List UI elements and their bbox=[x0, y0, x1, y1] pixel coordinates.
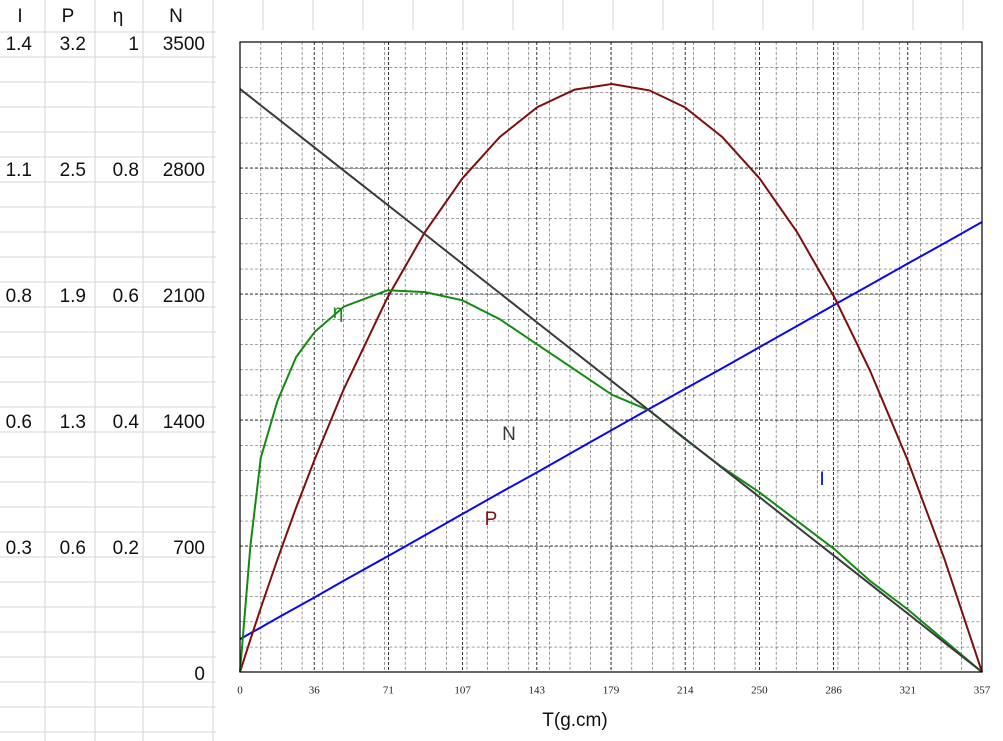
axis-header: η bbox=[113, 6, 124, 27]
x-tick-label: 357 bbox=[974, 685, 991, 697]
y-tick-label: 1 bbox=[128, 34, 139, 55]
x-tick-label: 143 bbox=[529, 685, 546, 697]
y-tick-label: 1.3 bbox=[60, 412, 86, 433]
y-tick-label: 0.6 bbox=[113, 286, 139, 307]
axis-header: I bbox=[17, 6, 22, 27]
y-tick-label: 2100 bbox=[163, 286, 205, 307]
x-tick-label: 36 bbox=[309, 685, 321, 697]
x-axis-title: T(g.cm) bbox=[542, 710, 607, 731]
y-tick-label: 700 bbox=[173, 538, 205, 559]
y-tick-label: 1.9 bbox=[60, 286, 86, 307]
y-tick-label: 0.2 bbox=[113, 538, 139, 559]
curve-label: P bbox=[485, 509, 498, 530]
x-tick-label: 286 bbox=[825, 685, 842, 697]
curve-label: η bbox=[333, 302, 344, 323]
x-tick-label: 321 bbox=[900, 685, 917, 697]
plot-frame bbox=[239, 41, 983, 673]
curve bbox=[239, 221, 983, 641]
y-tick-label: 0 bbox=[194, 664, 205, 685]
y-tick-label: 0.8 bbox=[6, 286, 32, 307]
y-tick-label: 0.6 bbox=[60, 538, 86, 559]
x-tick-label: 71 bbox=[383, 685, 394, 697]
y-tick-label: 3500 bbox=[163, 34, 205, 55]
curve bbox=[239, 88, 983, 673]
curve-label: I bbox=[819, 469, 824, 490]
y-tick-label: 2.5 bbox=[60, 160, 86, 181]
curve-label: N bbox=[502, 424, 516, 445]
x-tick-label: 0 bbox=[237, 685, 243, 697]
x-tick-label: 250 bbox=[751, 685, 768, 697]
x-tick-label: 107 bbox=[454, 685, 471, 697]
y-tick-label: 0.3 bbox=[6, 538, 32, 559]
y-tick-label: 2800 bbox=[163, 160, 205, 181]
y-tick-label: 1400 bbox=[163, 412, 205, 433]
axis-header: N bbox=[169, 6, 183, 27]
curve bbox=[239, 289, 983, 673]
y-tick-label: 0.8 bbox=[113, 160, 139, 181]
y-tick-label: 1.4 bbox=[6, 34, 33, 55]
y-tick-label: 0.4 bbox=[113, 412, 140, 433]
x-tick-label: 179 bbox=[603, 685, 620, 697]
y-tick-label: 3.2 bbox=[60, 34, 86, 55]
axis-header: P bbox=[62, 6, 75, 27]
y-tick-label: 1.1 bbox=[6, 160, 32, 181]
y-tick-label: 0.6 bbox=[6, 412, 32, 433]
x-tick-label: 214 bbox=[677, 685, 694, 697]
curve bbox=[239, 82, 983, 673]
